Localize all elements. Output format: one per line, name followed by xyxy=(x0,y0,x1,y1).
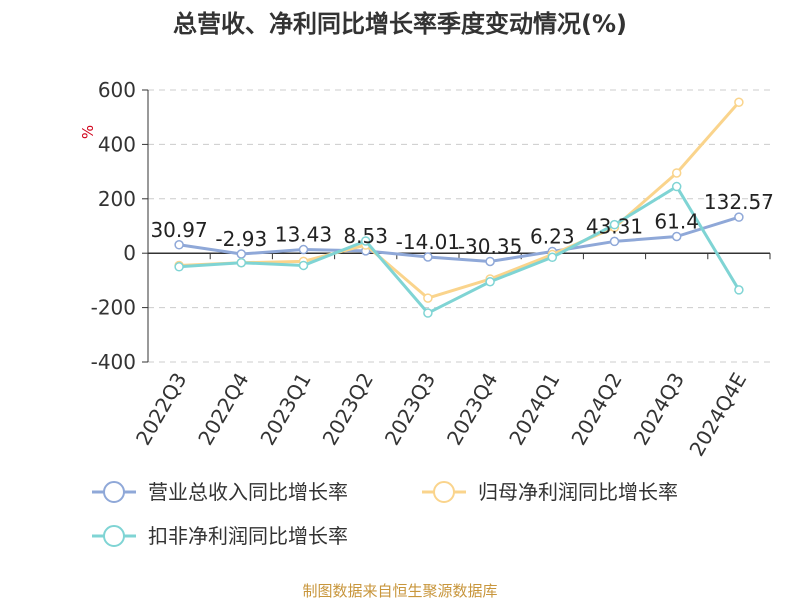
x-tick-label: 2023Q1 xyxy=(255,369,315,450)
data-point[interactable] xyxy=(671,181,682,192)
legend-marker-icon xyxy=(103,481,125,503)
x-tick-label: 2024Q3 xyxy=(629,369,689,450)
data-point[interactable] xyxy=(485,256,495,267)
series-line xyxy=(179,185,741,315)
series-layer xyxy=(174,97,744,318)
x-tick-label: 2022Q4 xyxy=(193,369,253,450)
series-net-profit-growth xyxy=(174,97,744,303)
y-unit-label: % xyxy=(79,125,97,139)
data-point[interactable] xyxy=(423,293,433,303)
data-point[interactable] xyxy=(609,236,620,247)
series-deducted-profit-growth xyxy=(174,181,744,318)
legend-label: 扣非净利润同比增长率 xyxy=(148,524,348,548)
data-label: -2.93 xyxy=(215,227,267,251)
legend-item-revenue-growth[interactable]: 营业总收入同比增长率 xyxy=(92,480,348,504)
data-point[interactable] xyxy=(671,231,682,242)
legend-marker-icon xyxy=(433,481,455,503)
data-point[interactable] xyxy=(609,219,620,230)
data-label: -14.01 xyxy=(396,230,460,254)
data-label: -30.35 xyxy=(458,234,522,258)
x-tick-label: 2024Q1 xyxy=(504,369,564,450)
data-point[interactable] xyxy=(360,236,371,246)
grid-lines xyxy=(148,89,770,363)
y-tick-label: 0 xyxy=(123,241,136,265)
y-tick-label: 400 xyxy=(98,132,136,156)
data-point[interactable] xyxy=(174,240,184,250)
series-line xyxy=(179,101,741,300)
data-label: 132.57 xyxy=(704,190,774,214)
data-point[interactable] xyxy=(671,168,682,178)
legend-label: 归母净利润同比增长率 xyxy=(478,480,678,504)
data-label: 6.23 xyxy=(530,225,575,249)
data-label: 30.97 xyxy=(150,218,207,242)
data-point[interactable] xyxy=(298,244,309,255)
y-tick-label: 200 xyxy=(98,187,136,211)
data-point[interactable] xyxy=(547,252,558,263)
data-point[interactable] xyxy=(485,277,495,287)
data-point[interactable] xyxy=(734,97,744,107)
x-tick-label: 2023Q4 xyxy=(442,369,502,450)
data-label: 8.53 xyxy=(343,224,388,248)
data-point[interactable] xyxy=(423,252,433,262)
data-point[interactable] xyxy=(174,262,184,272)
y-tick-label: -400 xyxy=(91,350,136,374)
legend-label: 营业总收入同比增长率 xyxy=(148,480,348,504)
data-label: 61.4 xyxy=(654,209,699,233)
y-tick-label: 600 xyxy=(98,78,136,102)
data-label: 13.43 xyxy=(275,223,332,247)
x-tick-label: 2023Q3 xyxy=(380,369,440,450)
x-tick-label: 2024Q4E xyxy=(684,369,751,461)
data-point[interactable] xyxy=(734,212,744,222)
legend-item-net-profit-growth[interactable]: 归母净利润同比增长率 xyxy=(422,480,678,504)
data-labels: 30.97 -2.93 13.43 8.53 -14.01-30.35 6.23 43.31… xyxy=(150,190,773,258)
y-tick-label: -200 xyxy=(91,296,136,320)
x-tick-label: 2023Q2 xyxy=(318,369,378,450)
x-tick-label: 2022Q3 xyxy=(131,369,191,450)
x-tick-label: 2024Q2 xyxy=(566,369,626,450)
data-point[interactable] xyxy=(236,257,247,268)
legend-marker-icon xyxy=(103,525,125,547)
series-line xyxy=(178,215,740,263)
data-point[interactable] xyxy=(734,285,744,295)
data-label: 43.31 xyxy=(586,214,643,238)
legend-item-deducted-profit-growth[interactable]: 扣非净利润同比增长率 xyxy=(92,524,348,548)
chart-title: 总营收、净利同比增长率季度变动情况(%) xyxy=(173,10,627,38)
series-revenue-growth xyxy=(174,212,744,267)
data-point[interactable] xyxy=(423,308,433,318)
source-note: 制图数据来自恒生聚源数据库 xyxy=(302,582,497,600)
data-point[interactable] xyxy=(236,249,247,259)
data-point[interactable] xyxy=(298,260,309,271)
